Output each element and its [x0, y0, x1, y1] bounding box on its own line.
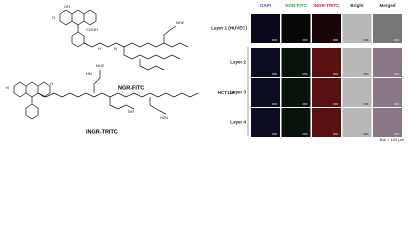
- structure-ngr-fitc: OH COOH O H N NH2 NGR-FITC: [52, 4, 189, 91]
- row-label: Layer 3: [230, 90, 246, 95]
- micrograph: [342, 108, 372, 137]
- structure-name: iNGR-TRITC: [86, 129, 118, 135]
- micrograph: [373, 78, 402, 107]
- atom-label: H2N: [160, 115, 168, 120]
- column-header: DAPI: [260, 3, 271, 8]
- micrograph: [342, 48, 372, 77]
- micrograph: [251, 14, 280, 43]
- micrograph: [312, 48, 341, 77]
- micrograph: [281, 48, 311, 77]
- structure-name: NGR-FITC: [118, 85, 144, 91]
- atom-label: N: [114, 46, 117, 51]
- micrograph: [373, 48, 402, 77]
- atom-label: OH: [64, 4, 70, 9]
- atom-label: NH2: [96, 63, 105, 68]
- row-label: Layer 1 (HUVEC): [211, 26, 247, 31]
- scale-bar-label: Bar = 100 μm: [380, 137, 405, 142]
- column-header: NGR-FITC: [285, 3, 307, 8]
- atom-label: N: [6, 85, 9, 90]
- micrograph: [312, 78, 341, 107]
- micrograph: [281, 108, 311, 137]
- figure: OH COOH O H N NH2 NGR-FITC N NH2 HN H2N …: [6, 3, 405, 142]
- atom-label: H: [98, 46, 101, 51]
- structure-ingr-tritc: N NH2 HN H2N NH O iNGR-TRITC: [6, 63, 199, 135]
- row-label: Layer 4: [230, 120, 246, 125]
- column-header: iNGR-TRITC: [314, 3, 341, 8]
- micrograph: [281, 78, 311, 107]
- micrograph: [373, 108, 402, 137]
- micrograph: [342, 14, 372, 43]
- atom-label: COOH: [86, 27, 98, 32]
- row-label: Layer 2: [230, 60, 246, 65]
- micrograph: [373, 14, 402, 43]
- column-header: Bright: [350, 3, 364, 8]
- micrograph: [251, 78, 280, 107]
- micrograph: [342, 78, 372, 107]
- column-header: Merged: [379, 3, 395, 8]
- atom-label: NH2: [176, 20, 185, 25]
- micrograph: [251, 48, 280, 77]
- atom-label: O: [52, 15, 55, 20]
- micrograph: [251, 108, 280, 137]
- micrograph: [312, 14, 341, 43]
- group-label: HCT116: [218, 90, 235, 95]
- micrograph: [312, 108, 341, 137]
- atom-label: HN: [86, 71, 92, 76]
- atom-label: O: [50, 81, 53, 86]
- atom-label: NH: [128, 109, 134, 114]
- micrograph: [281, 14, 311, 43]
- image-panel: DAPI NGR-FITC iNGR-TRITC Bright Merged Layer …: [211, 3, 404, 142]
